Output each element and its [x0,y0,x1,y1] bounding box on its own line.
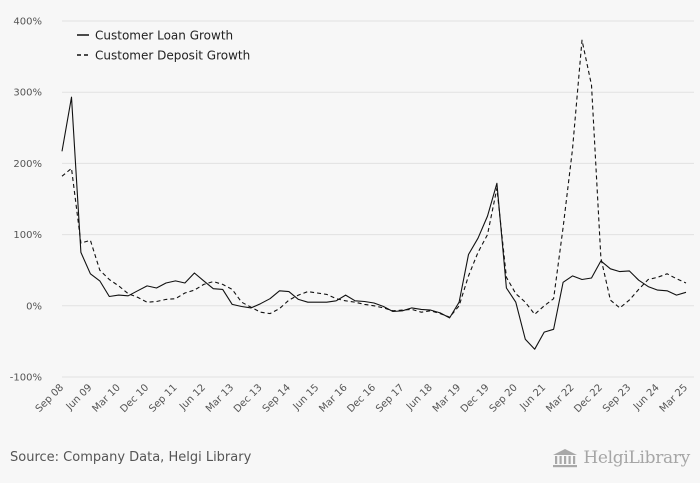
x-tick-label: Dec 19 [459,382,492,415]
x-tick-label: Jun 21 [518,382,549,413]
source-note: Source: Company Data, Helgi Library [10,450,252,465]
helgi-library-logo[interactable]: HelgiLibrary [552,448,690,468]
series-line-customer-deposit-growth[interactable] [61,39,687,318]
x-tick-label: Jun 12 [177,382,208,413]
gridlines [62,20,694,378]
x-tick-label: Dec 13 [232,382,265,415]
x-tick-label: Sep 14 [261,382,293,414]
x-tick-label: Dec 16 [345,382,378,415]
y-tick-label: 400% [13,17,42,28]
legend-label: Customer Deposit Growth [95,49,250,63]
x-tick-label: Mar 13 [204,382,236,414]
x-tick-label: Mar 19 [431,382,463,414]
series-line-customer-loan-growth[interactable] [61,96,687,350]
x-tick-label: Dec 22 [572,382,605,415]
x-tick-label: Jun 15 [291,382,322,413]
legend-label: Customer Loan Growth [95,29,233,43]
x-tick-label: Sep 23 [601,382,633,414]
bank-building-icon [553,449,578,468]
x-tick-label: Mar 22 [544,382,576,414]
x-tick-label: Sep 17 [374,382,406,414]
y-tick-label: 200% [13,159,42,170]
x-tick-label: Sep 20 [488,382,520,414]
y-axis-labels: -100% 0% 100% 200% 300% 400% [10,17,42,384]
x-tick-label: Mar 16 [317,382,349,414]
y-tick-label: 0% [26,301,42,312]
y-tick-label: -100% [10,373,42,384]
x-tick-label: Mar 25 [658,382,690,414]
series-lines [61,39,687,350]
x-tick-label: Jun 24 [631,382,662,413]
x-tick-label: Mar 10 [90,382,122,414]
x-tick-label: Jun 18 [404,382,435,413]
legend: Customer Loan Growth Customer Deposit Gro… [77,29,250,63]
x-tick-label: Dec 10 [118,382,151,415]
x-tick-label: Sep 08 [34,382,66,414]
x-tick-label: Sep 11 [147,382,179,414]
y-tick-label: 300% [13,88,42,99]
logo-text: HelgiLibrary [583,448,690,468]
y-tick-label: 100% [13,230,42,241]
x-tick-label: Jun 09 [64,382,95,413]
